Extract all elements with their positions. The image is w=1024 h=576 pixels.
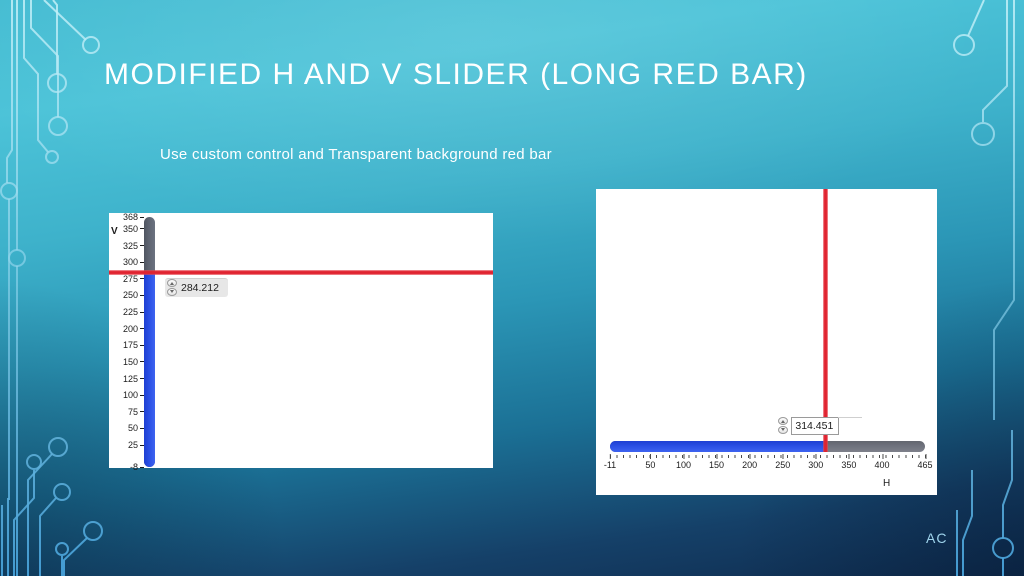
v-axis-label: V xyxy=(111,226,118,237)
h-slider-panel: -11 50 100 150 200 250 300 350 400 465 314.451 H xyxy=(596,189,937,495)
spin-down-icon[interactable] xyxy=(778,426,789,434)
h-slider-track[interactable] xyxy=(610,441,925,452)
h-tick-label: 300 xyxy=(808,454,824,470)
h-tick-label: 150 xyxy=(709,454,725,470)
h-axis-label: H xyxy=(883,478,891,489)
v-tick-label: 325 xyxy=(109,240,144,251)
h-slider-minor-ticks xyxy=(610,455,926,458)
v-slider-scale: 368 350 325 300 275 250 225 200 175 150 125 100 75 50… xyxy=(109,212,144,473)
v-tick-label: 368 xyxy=(109,212,144,223)
h-tick-label: 50 xyxy=(645,454,656,470)
h-red-bar[interactable] xyxy=(822,189,828,452)
spin-up-icon[interactable] xyxy=(778,417,789,425)
v-tick-label: 200 xyxy=(109,323,144,334)
h-value-tooltip: 314.451 xyxy=(778,416,863,435)
h-tick-label: 100 xyxy=(675,454,691,470)
h-slider-fill xyxy=(610,441,826,452)
h-tick-label: 200 xyxy=(742,454,758,470)
h-tick-label: -11 xyxy=(603,454,617,470)
v-value-tooltip: 284.212 xyxy=(165,277,228,297)
v-tick-label: 175 xyxy=(109,340,144,351)
v-tick-label: -8 xyxy=(109,462,144,473)
v-tick-label: 50 xyxy=(109,423,144,434)
footer-initials: AC xyxy=(926,530,948,546)
v-value-text: 284.212 xyxy=(181,281,219,294)
v-tick-label: 125 xyxy=(109,373,144,384)
v-slider-track[interactable] xyxy=(144,217,155,467)
spin-down-icon[interactable] xyxy=(167,288,177,297)
v-value-spinner-icon[interactable] xyxy=(167,279,178,297)
slide-title: MODIFIED H AND V SLIDER (LONG RED BAR) xyxy=(104,58,808,91)
h-tick-label: 400 xyxy=(874,454,890,470)
v-tick-label: 275 xyxy=(109,273,144,284)
h-tick-label: 350 xyxy=(841,454,857,470)
h-value-spinner-icon[interactable] xyxy=(778,417,789,434)
h-slider-ticklabels: -11 50 100 150 200 250 300 350 400 465 xyxy=(596,454,937,472)
v-tick-label: 250 xyxy=(109,290,144,301)
v-tick-label: 300 xyxy=(109,257,144,268)
v-red-bar[interactable] xyxy=(109,270,493,276)
h-tick-label: 465 xyxy=(917,454,933,470)
h-value-text: 314.451 xyxy=(791,416,863,435)
v-slider-fill xyxy=(144,272,155,467)
circuit-decoration-right xyxy=(953,0,1015,576)
v-tick-label: 25 xyxy=(109,440,144,451)
h-tick-label: 250 xyxy=(775,454,791,470)
v-tick-label: 100 xyxy=(109,390,144,401)
v-slider-panel: V 368 350 325 300 275 250 225 200 175 150 125 100 75… xyxy=(109,212,493,472)
v-tick-label: 150 xyxy=(109,356,144,367)
spin-up-icon[interactable] xyxy=(167,279,177,288)
slide-subtitle: Use custom control and Transparent backg… xyxy=(160,146,552,163)
v-tick-label: 225 xyxy=(109,307,144,318)
v-tick-label: 75 xyxy=(109,406,144,417)
v-tick-label: 350 xyxy=(109,223,144,234)
